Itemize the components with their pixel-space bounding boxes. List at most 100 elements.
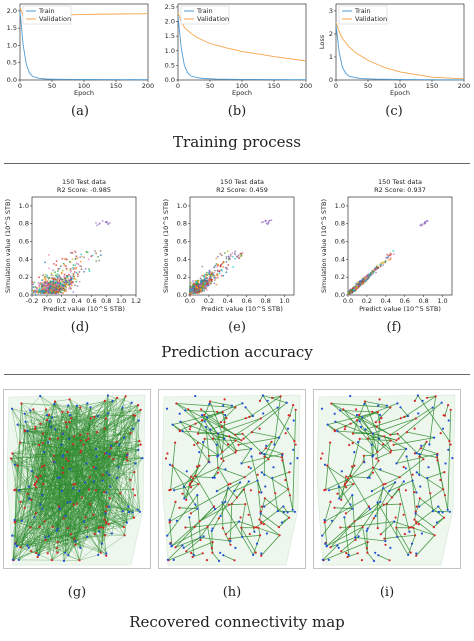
connection-edge xyxy=(324,519,328,546)
data-point xyxy=(88,268,90,271)
well-marker xyxy=(86,535,89,538)
well-marker xyxy=(198,520,201,523)
connection-edge xyxy=(79,428,105,561)
well-marker xyxy=(66,527,69,530)
y-tick-label: 1.0 xyxy=(7,41,17,49)
data-point xyxy=(204,280,207,282)
x-tick-label: 0.0 xyxy=(343,297,353,305)
connection-edge xyxy=(272,396,281,399)
well-marker xyxy=(184,526,187,529)
data-point xyxy=(31,281,33,283)
data-point xyxy=(216,273,219,276)
well-marker xyxy=(282,510,286,514)
connection-edge xyxy=(42,413,109,444)
connection-edge xyxy=(413,527,416,536)
well-marker xyxy=(43,520,46,523)
well-marker xyxy=(374,421,377,424)
loss-chart-b: 0 50 100 150 2000.00.51.01.52.02.5EpochTrain… xyxy=(165,3,313,97)
connection-edge xyxy=(281,517,290,523)
well-marker xyxy=(345,475,348,478)
well-marker xyxy=(395,462,398,465)
well-marker xyxy=(415,552,418,555)
data-point xyxy=(66,284,69,286)
well-marker xyxy=(364,428,367,431)
connection-edge xyxy=(71,418,76,545)
connection-edge xyxy=(109,474,134,490)
well-marker xyxy=(193,443,196,447)
data-point xyxy=(393,253,395,255)
connection-edge xyxy=(221,452,236,459)
well-marker xyxy=(33,516,36,519)
data-point xyxy=(200,289,203,292)
data-point xyxy=(367,275,370,278)
x-axis-label: Epoch xyxy=(74,89,94,97)
well-marker xyxy=(321,534,324,537)
connection-edge xyxy=(261,441,272,454)
well-marker xyxy=(353,451,356,454)
connection-edge xyxy=(174,483,199,491)
connection-edge xyxy=(376,452,391,459)
well-marker xyxy=(45,419,49,422)
well-marker xyxy=(261,394,264,397)
connection-edge xyxy=(393,437,435,446)
connection-edge xyxy=(169,501,176,522)
connection-edge xyxy=(192,552,203,558)
well-marker xyxy=(374,514,377,518)
data-point xyxy=(86,251,89,254)
well-marker xyxy=(243,476,246,479)
y-tick-label: 0.0 xyxy=(165,76,175,84)
well-marker xyxy=(439,478,442,482)
well-marker xyxy=(185,550,188,553)
connection-edge xyxy=(205,426,210,456)
connection-edge xyxy=(67,405,78,503)
y-tick-label: 1.0 xyxy=(19,202,29,210)
well-marker xyxy=(49,425,53,429)
connection-edge xyxy=(24,395,41,414)
data-point xyxy=(195,280,197,283)
connection-edge xyxy=(257,480,261,514)
series-line-train xyxy=(19,10,149,81)
connection-edge xyxy=(14,397,118,491)
data-point xyxy=(361,280,364,283)
connection-edge xyxy=(323,541,368,561)
well-marker xyxy=(105,471,108,474)
well-marker xyxy=(108,473,111,476)
well-marker xyxy=(408,530,411,533)
data-point xyxy=(47,254,50,256)
well-marker xyxy=(137,419,140,422)
data-point xyxy=(75,280,78,283)
well-marker xyxy=(294,443,297,446)
connection-edge xyxy=(109,474,128,523)
connection-edge xyxy=(12,535,76,546)
data-point xyxy=(202,284,205,287)
connection-edge xyxy=(13,403,22,561)
well-marker xyxy=(74,543,77,546)
data-point xyxy=(376,266,378,269)
well-marker xyxy=(220,457,223,460)
well-marker xyxy=(365,529,368,532)
data-point xyxy=(210,280,213,283)
connection-edge xyxy=(172,465,198,509)
well-marker xyxy=(182,485,185,488)
well-marker xyxy=(242,488,246,491)
well-marker xyxy=(433,534,436,537)
well-marker xyxy=(34,425,37,428)
well-marker xyxy=(48,420,51,423)
well-marker xyxy=(34,512,37,515)
well-marker xyxy=(432,526,435,529)
well-marker xyxy=(60,443,63,446)
well-marker xyxy=(110,532,113,535)
well-marker xyxy=(361,525,364,529)
well-marker xyxy=(212,505,216,508)
well-marker xyxy=(171,464,174,467)
series-line-train xyxy=(335,24,465,81)
well-marker xyxy=(418,505,421,508)
data-point xyxy=(213,266,215,269)
data-point xyxy=(37,290,40,293)
connection-edge xyxy=(375,407,391,423)
well-marker xyxy=(407,553,410,556)
well-marker xyxy=(413,518,416,521)
data-point xyxy=(64,277,67,280)
connection-edge xyxy=(182,430,218,434)
